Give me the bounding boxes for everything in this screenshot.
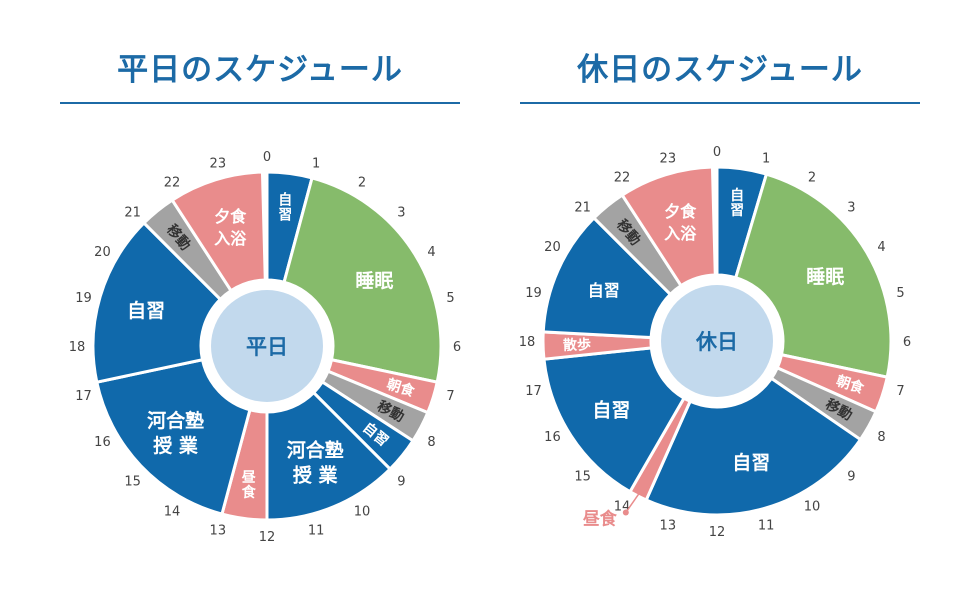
segment-label-0-10: 夕食入浴: [214, 207, 247, 248]
hour-tick-0-5: 5: [446, 291, 454, 306]
center-label-0: 平日: [246, 335, 288, 359]
hour-tick-1-6: 6: [903, 335, 911, 350]
hour-tick-0-21: 21: [124, 206, 141, 221]
hour-tick-0-11: 11: [308, 524, 325, 539]
hour-tick-0-13: 13: [210, 524, 227, 539]
hour-tick-1-21: 21: [574, 201, 591, 216]
hour-tick-0-23: 23: [210, 156, 227, 171]
segment-label-1-5: 昼食: [583, 508, 618, 529]
segment-label-0-7: 河合塾授 業: [147, 409, 204, 457]
hour-tick-1-18: 18: [519, 335, 536, 350]
hour-tick-1-0: 0: [713, 145, 721, 160]
segment-label-1-7: 散歩: [563, 336, 591, 354]
weekday-title: 平日のスケジュール: [117, 52, 403, 88]
hour-tick-0-20: 20: [94, 245, 111, 260]
segment-label-1-0: 自習: [730, 187, 744, 219]
pie-chart-1: 休日0 1234567891011121314151617181920212223…: [519, 145, 911, 540]
hour-tick-1-23: 23: [660, 151, 677, 166]
hour-tick-1-17: 17: [525, 384, 542, 399]
hour-tick-0-22: 22: [164, 175, 181, 190]
hour-tick-0-17: 17: [75, 389, 92, 404]
hour-tick-1-7: 7: [896, 384, 904, 399]
pie-chart-0: 平日0 1234567891011121314151617181920212223…: [69, 150, 461, 545]
segment-label-1-4: 自習: [732, 451, 770, 474]
hour-tick-1-9: 9: [847, 469, 855, 484]
hour-tick-1-12: 12: [709, 525, 726, 540]
hour-tick-1-10: 10: [804, 500, 821, 515]
hour-tick-0-12: 12: [259, 530, 276, 545]
hour-tick-1-13: 13: [660, 519, 677, 534]
hour-tick-1-2: 2: [808, 170, 816, 185]
hour-tick-0-16: 16: [94, 435, 111, 450]
segment-label-1-10: 夕食入浴: [664, 202, 697, 243]
hour-tick-0-7: 7: [446, 389, 454, 404]
hour-tick-0-19: 19: [75, 291, 92, 306]
holiday-title-rule: [520, 102, 920, 104]
hour-tick-0-0: 0: [263, 150, 271, 165]
hour-tick-1-8: 8: [877, 430, 885, 445]
center-disc-0: [211, 290, 323, 402]
hour-tick-1-16: 16: [544, 430, 561, 445]
hour-tick-1-3: 3: [847, 201, 855, 216]
center-disc-1: [661, 285, 773, 397]
segment-label-0-5: 河合塾授 業: [287, 439, 344, 487]
hour-tick-1-11: 11: [758, 519, 775, 534]
segment-label-1-8: 自習: [588, 281, 620, 300]
weekday-title-rule: [60, 102, 460, 104]
hour-tick-0-2: 2: [358, 175, 366, 190]
hour-tick-0-14: 14: [164, 505, 181, 520]
segment-label-0-1: 睡眠: [355, 270, 393, 292]
callout-dot-1-5: [622, 509, 629, 516]
hour-tick-1-5: 5: [896, 286, 904, 301]
hour-tick-1-19: 19: [525, 286, 542, 301]
hour-tick-1-4: 4: [877, 240, 885, 255]
hour-tick-1-1: 1: [762, 151, 770, 166]
hour-tick-0-9: 9: [397, 474, 405, 489]
segment-label-1-6: 自習: [592, 398, 630, 421]
hour-tick-0-4: 4: [427, 245, 435, 260]
hour-tick-0-6: 6: [453, 340, 461, 355]
segment-label-0-0: 自習: [278, 192, 292, 224]
hour-tick-0-1: 1: [312, 156, 320, 171]
segment-label-0-6: 昼食: [242, 470, 257, 501]
holiday-title: 休日のスケジュール: [577, 52, 863, 88]
segment-label-0-8: 自習: [127, 299, 165, 322]
hour-tick-0-18: 18: [69, 340, 86, 355]
hour-tick-1-15: 15: [574, 469, 591, 484]
segment-label-1-1: 睡眠: [806, 266, 844, 288]
hour-tick-0-10: 10: [354, 505, 371, 520]
hour-tick-1-22: 22: [614, 170, 631, 185]
hour-tick-1-20: 20: [544, 240, 561, 255]
hour-tick-0-3: 3: [397, 206, 405, 221]
center-label-1: 休日: [695, 330, 738, 354]
callout-line-1-5: [625, 492, 641, 513]
hour-tick-0-15: 15: [124, 474, 141, 489]
hour-tick-0-8: 8: [427, 435, 435, 450]
